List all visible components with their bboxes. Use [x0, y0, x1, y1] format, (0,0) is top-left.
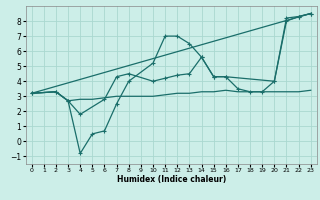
X-axis label: Humidex (Indice chaleur): Humidex (Indice chaleur) — [116, 175, 226, 184]
